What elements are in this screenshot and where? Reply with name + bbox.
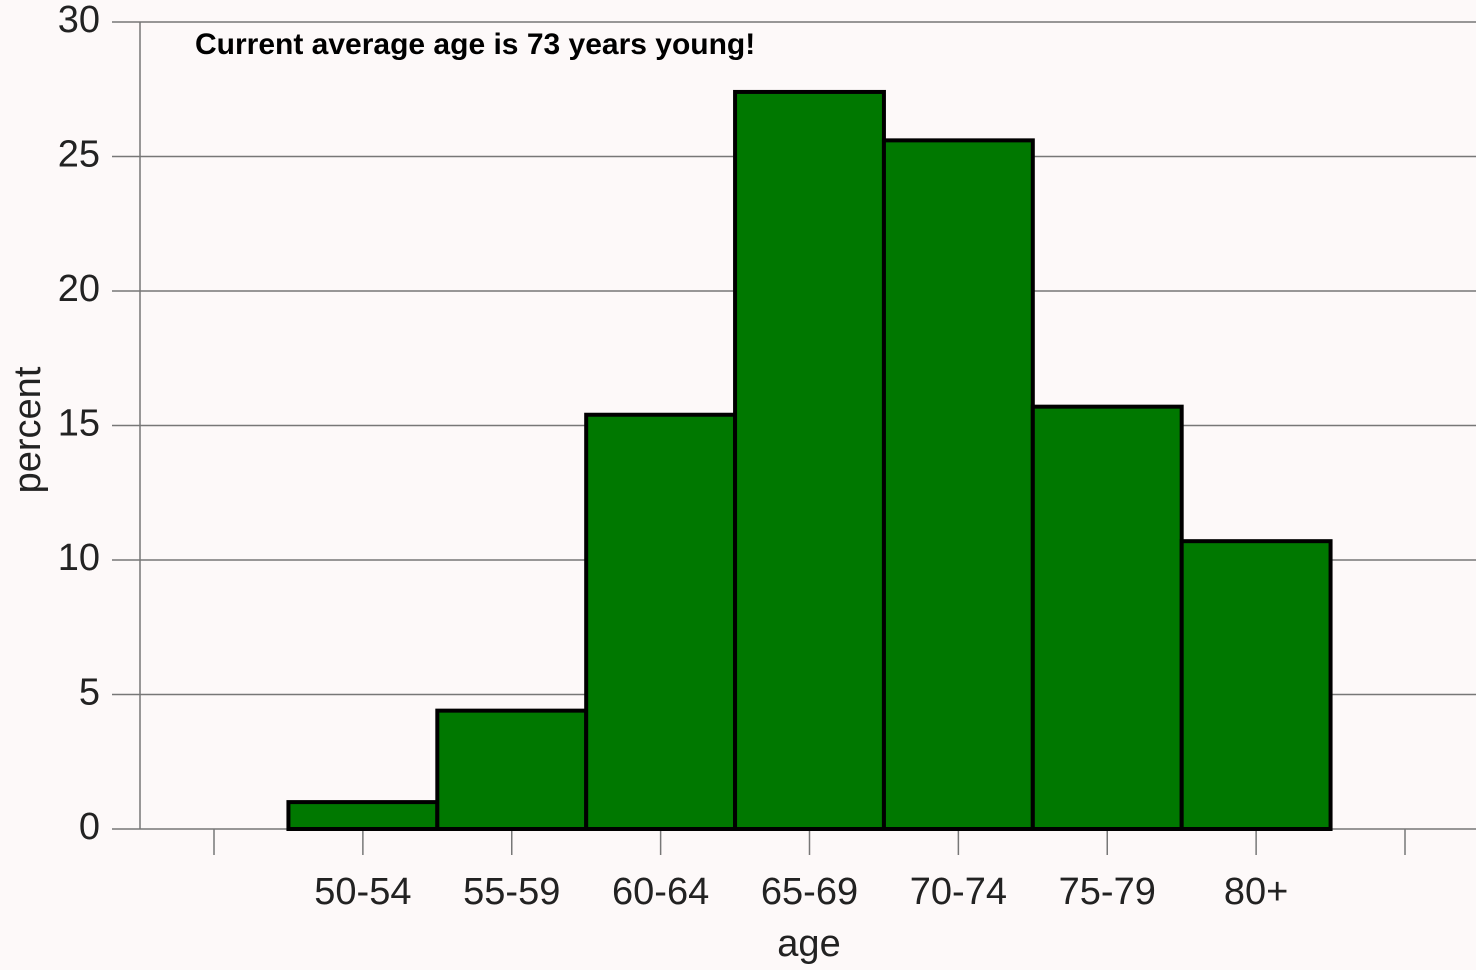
bar [435, 708, 589, 832]
x-axis-label: age [777, 923, 840, 965]
bar [286, 800, 440, 831]
bar [1179, 539, 1333, 831]
x-tick-label: 70-74 [910, 871, 1007, 913]
y-axis-label: percent [7, 366, 49, 493]
x-tick-label: 55-59 [463, 871, 560, 913]
y-tick-label: 0 [79, 806, 100, 848]
bar [733, 89, 886, 831]
x-tick-label: 65-69 [761, 871, 858, 913]
x-tick-label: 50-54 [314, 871, 411, 913]
bar [881, 138, 1035, 832]
bar [584, 412, 738, 831]
x-tick-label: 60-64 [612, 871, 709, 913]
y-tick-label: 25 [58, 134, 100, 176]
y-tick-label: 30 [58, 0, 100, 41]
chart-title: Current average age is 73 years young! [195, 28, 755, 61]
y-tick-label: 10 [58, 537, 100, 579]
y-tick-label: 20 [58, 268, 100, 310]
y-tick-label: 5 [79, 672, 100, 714]
y-tick-label: 15 [58, 403, 100, 445]
x-tick-label: 80+ [1224, 871, 1288, 913]
x-tick-label: 75-79 [1059, 871, 1156, 913]
bar [1030, 404, 1184, 831]
